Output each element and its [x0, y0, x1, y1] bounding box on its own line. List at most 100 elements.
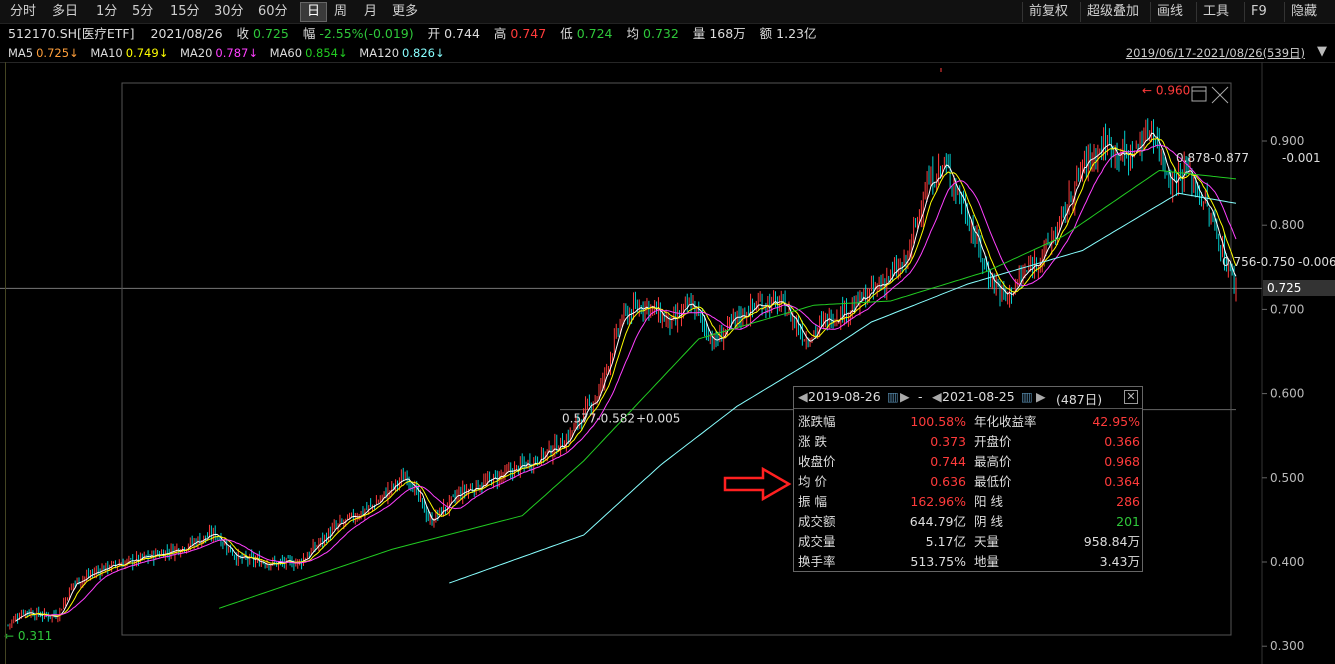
stats-key: 开盘价	[974, 434, 1012, 449]
stats-key: 收盘价	[798, 454, 836, 469]
stats-row: 成交额 644.79亿阴 线 201	[794, 512, 1144, 532]
y-tick-label: 0.700	[1270, 302, 1304, 316]
stats-header: ◀ 2019-08-26 ▥ ▶ - ◀ 2021-08-25 ▥ ▶ (487…	[794, 387, 1142, 409]
f9-button[interactable]: F9	[1244, 2, 1273, 22]
stats-key: 均 价	[798, 474, 827, 489]
period-button-fenshi[interactable]: 分时	[10, 4, 37, 19]
next-start-icon[interactable]: ▶	[900, 389, 910, 404]
ma120-label: MA120	[359, 46, 400, 60]
quote-date: 2021/08/26	[150, 26, 223, 41]
y-tick-label: 0.600	[1270, 387, 1304, 401]
range-dash: -	[918, 389, 923, 404]
stats-key: 地量	[974, 554, 1000, 569]
left-edge-strip	[0, 62, 6, 664]
end-date[interactable]: 2021-08-25	[942, 389, 1015, 404]
period-button-5min[interactable]: 5分	[132, 4, 154, 19]
period-button-more[interactable]: 更多	[392, 4, 419, 19]
period-button-30min[interactable]: 30分	[214, 4, 244, 19]
stats-value: 3.43万	[1099, 554, 1140, 569]
start-date[interactable]: 2019-08-26	[808, 389, 881, 404]
stats-value: 286	[1116, 494, 1140, 509]
prev-start-icon[interactable]: ◀	[798, 389, 808, 404]
close-value: 0.725	[253, 26, 289, 41]
tools-button[interactable]: 工具	[1196, 2, 1235, 22]
period-button-15min[interactable]: 15分	[170, 4, 200, 19]
ma10-value: 0.749↓	[125, 46, 169, 60]
quote-bar: 512170.SH[医疗ETF] 2021/08/26 收 0.725 幅 -2.5…	[8, 24, 821, 44]
period-button-multiday[interactable]: 多日	[52, 4, 79, 19]
stats-key: 成交额	[798, 514, 836, 529]
header-divider	[0, 62, 1335, 63]
stats-key: 阴 线	[974, 514, 1003, 529]
y-tick-label: 0.500	[1270, 471, 1304, 485]
draw-button[interactable]: 画线	[1150, 2, 1189, 22]
ma60-line	[218, 169, 1237, 609]
low-annotation: ← 0.311	[4, 629, 52, 643]
close-label: 收	[236, 26, 250, 41]
change-value: -2.55%(-0.019)	[319, 26, 414, 41]
annotations-layer: ← 0.960 ← 0.311 0.577-0.582 +0.005 0.878-0.8…	[4, 83, 1335, 643]
amount-label: 额	[759, 26, 773, 41]
volume-value: 168万	[709, 26, 746, 41]
price-axis: 0.900 0.800 0.700 0.600 0.500 0.400 0.300	[1262, 134, 1304, 653]
range-dropdown-icon[interactable]: ▼	[1317, 44, 1327, 59]
adjust-button[interactable]: 前复权	[1022, 2, 1074, 22]
stats-row: 收盘价 0.744 最高价 0.968	[794, 452, 1144, 472]
date-range-selector[interactable]: 2019/06/17-2021/08/26(539日)	[1125, 46, 1305, 60]
ma-lines-layer	[15, 132, 1237, 622]
high-value: 0.747	[510, 26, 547, 41]
y-tick-label: 0.300	[1270, 639, 1304, 653]
stats-key: 涨 跌	[798, 434, 827, 449]
ma120-value: 0.826↓	[402, 46, 445, 60]
next-end-icon[interactable]: ▶	[1036, 389, 1046, 404]
period-button-1min[interactable]: 1分	[96, 4, 118, 19]
stats-close-icon[interactable]: ✕	[1124, 390, 1138, 404]
stats-row: 均 价 0.636 最低价 0.364	[794, 472, 1144, 492]
chart-grid	[0, 62, 1263, 664]
stats-row: 涨 跌 0.373 开盘价 0.366	[794, 432, 1144, 452]
volume-label: 量	[692, 26, 706, 41]
end-calendar-icon[interactable]: ▥	[1021, 389, 1033, 404]
period-toolbar: 分时 多日 1分 5分 15分 30分 60分 日 周 月 更多 前复权 超级叠…	[0, 0, 1335, 24]
period-button-week[interactable]: 周	[334, 4, 348, 19]
stats-key: 年化收益率	[974, 414, 1037, 429]
kline-chart[interactable]: 0.900 0.800 0.700 0.600 0.500 0.400 0.300 ← 0.…	[0, 62, 1335, 664]
stats-value: 0.366	[1104, 434, 1140, 449]
stats-value: 0.968	[1104, 454, 1140, 469]
ma20-line	[44, 144, 1237, 617]
start-calendar-icon[interactable]: ▥	[887, 389, 899, 404]
segment2-range: 0.878-0.877	[1176, 151, 1249, 165]
low-label: 低	[560, 26, 573, 41]
prev-end-icon[interactable]: ◀	[932, 389, 942, 404]
red-arrow-annotation	[723, 466, 792, 502]
stats-key: 阳 线	[974, 494, 1003, 509]
open-label: 开	[427, 26, 441, 41]
stats-value: 0.744	[930, 454, 966, 469]
segment1-range: 0.577-0.582	[562, 412, 635, 426]
ma60-value: 0.854↓	[305, 46, 348, 60]
stats-value: 0.364	[1104, 474, 1140, 489]
stats-row: 换手率 513.75% 地量 3.43万	[794, 552, 1144, 572]
period-button-60min[interactable]: 60分	[258, 4, 288, 19]
day-count: (487日)	[1056, 392, 1103, 407]
ma120-line	[449, 192, 1237, 584]
stats-key: 涨跌幅	[798, 414, 836, 429]
period-button-month[interactable]: 月	[364, 4, 378, 19]
symbol-label: 512170.SH[医疗ETF]	[8, 26, 135, 41]
ma10-label: MA10	[90, 46, 123, 60]
stats-key: 最高价	[974, 454, 1012, 469]
ma20-label: MA20	[179, 46, 213, 60]
period-button-day[interactable]: 日	[300, 2, 328, 22]
y-tick-label: 0.800	[1270, 218, 1304, 232]
open-value: 0.744	[444, 26, 480, 41]
selection-close-icon[interactable]	[1191, 86, 1229, 104]
current-price-tag: 0.725	[1263, 280, 1335, 296]
segment1-delta: +0.005	[636, 412, 680, 426]
ma5-label: MA5	[8, 46, 34, 60]
y-tick-label: 0.900	[1270, 134, 1304, 148]
overlay-button[interactable]: 超级叠加	[1080, 2, 1145, 22]
stats-row: 涨跌幅 100.58% 年化收益率 42.95%	[794, 412, 1144, 432]
segment3-range: 0.756-0.750	[1222, 255, 1295, 269]
hide-button[interactable]: 隐藏	[1284, 2, 1323, 22]
ma5-value: 0.725↓	[36, 46, 79, 60]
